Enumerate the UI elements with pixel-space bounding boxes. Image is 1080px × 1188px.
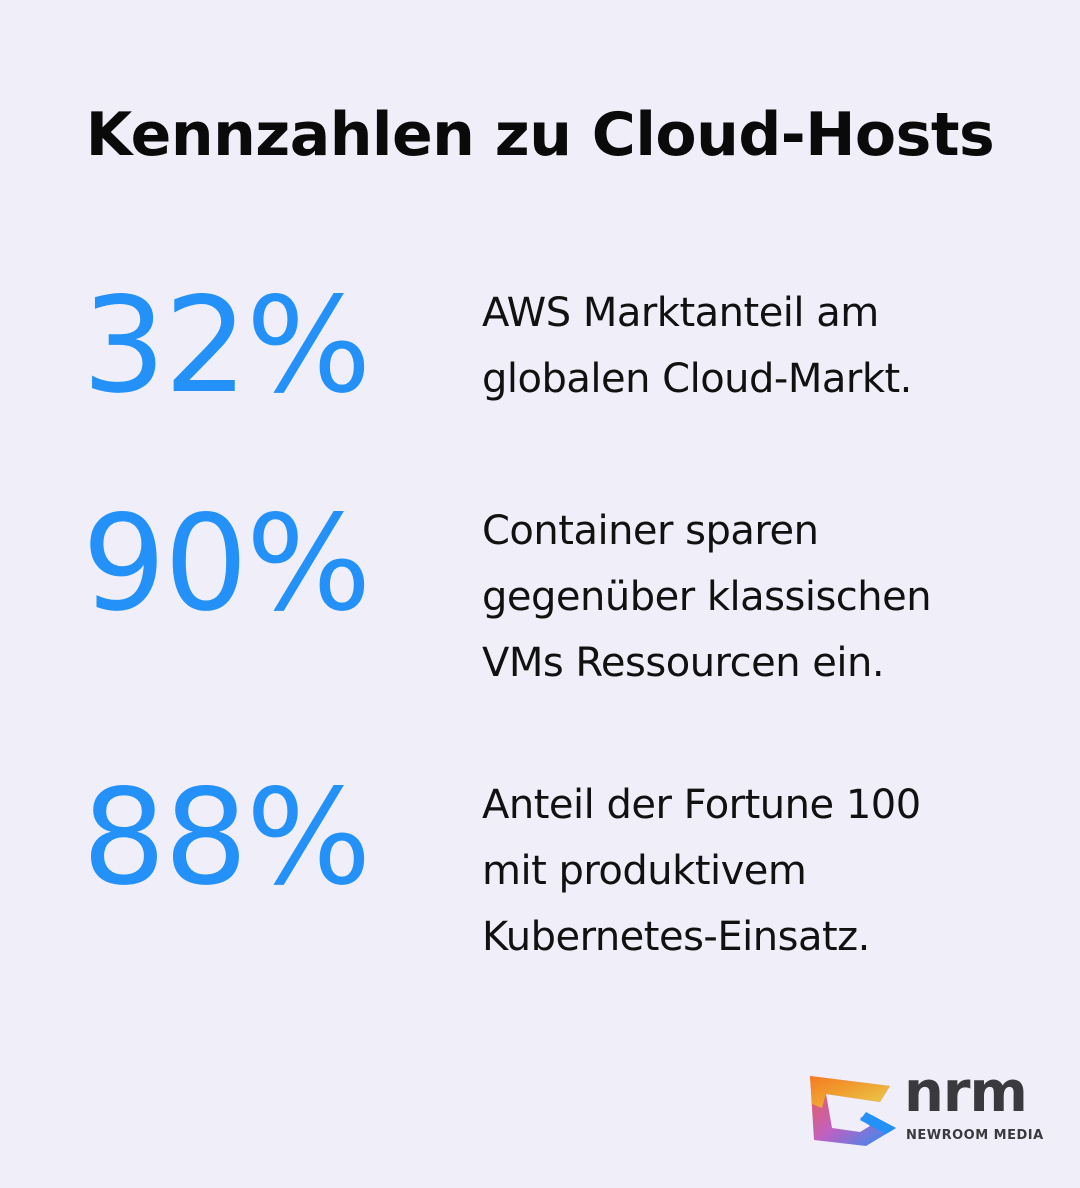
stat-description: Anteil der Fortune 100 mit produktivem K…	[482, 782, 921, 960]
stat-value: 88%	[82, 761, 371, 915]
nrm-logo: nrm NEWROOM MEDIA	[800, 1060, 1045, 1148]
page-title: Kennzahlen zu Cloud-Hosts	[85, 100, 995, 170]
stat-value: 32%	[82, 269, 371, 423]
nrm-logo-icon	[810, 1076, 896, 1146]
logo-brand-text: nrm	[904, 1060, 1028, 1125]
logo-subtitle: NEWROOM MEDIA	[906, 1128, 1044, 1143]
stat-description: Container sparen gegenüber klassischen V…	[482, 508, 932, 686]
stat-description: AWS Marktanteil am globalen Cloud-Markt.	[482, 290, 912, 402]
stat-value: 90%	[82, 487, 371, 641]
